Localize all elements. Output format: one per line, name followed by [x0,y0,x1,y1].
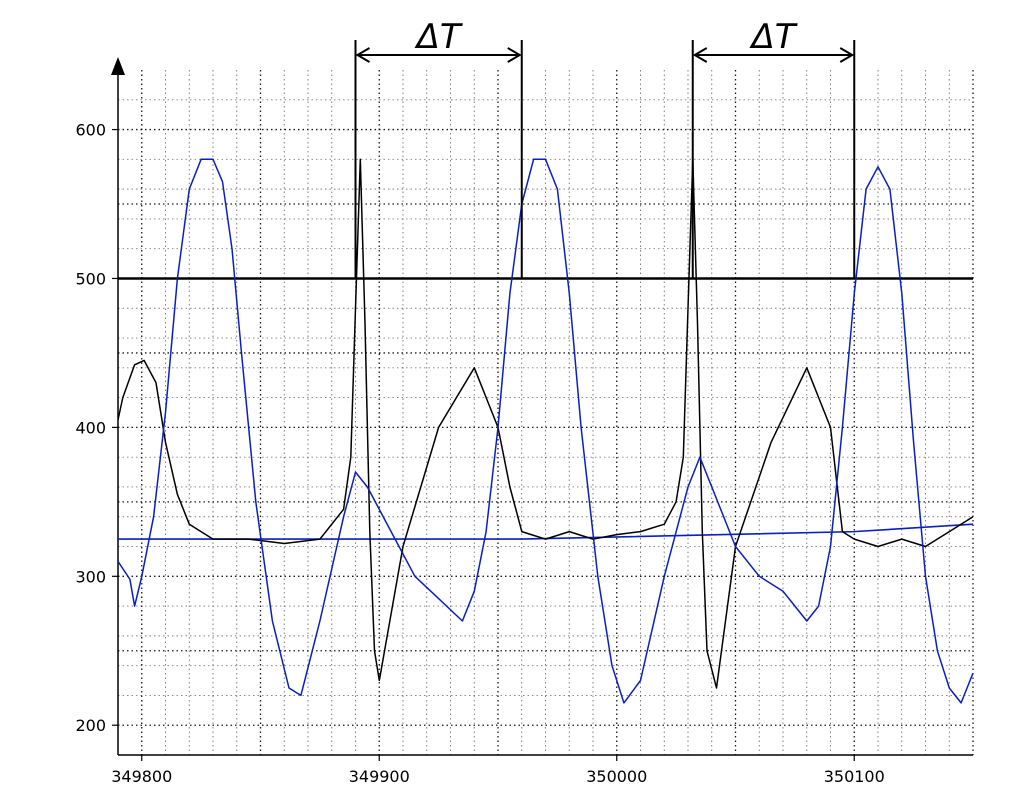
x-tick-label: 349800 [111,767,172,786]
baseline-line [118,523,973,540]
delta-t-annotation: ΔT [691,17,856,279]
x-tick-label: 350100 [824,767,885,786]
black-signal-line [118,158,973,689]
delta-t-annotation: ΔT [354,17,523,279]
delta-t-annotations: ΔT ΔT [354,17,856,279]
x-tick-label: 349900 [349,767,410,786]
y-axis-arrow-icon [111,57,125,75]
y-tick-label: 600 [75,121,106,140]
arrow-right-icon [507,47,522,63]
series-lines [118,158,973,704]
blue-baseline [118,523,973,540]
x-tick-label: 350000 [586,767,647,786]
arrow-right-icon [839,47,855,63]
blue-signal-line [118,158,973,704]
y-tick-label: 500 [75,269,106,288]
y-tick-label: 200 [75,716,106,735]
delta-t-label: ΔT [748,17,797,57]
grid [117,70,974,755]
y-tick-label: 300 [75,567,106,586]
arrow-left-icon [692,47,708,63]
y-tick-label: 400 [75,418,106,437]
axes [111,57,973,761]
tick-labels: 200 300 400 500 600 349800 349900 350000 350100 [75,121,884,786]
delta-t-label: ΔT [414,17,463,57]
arrow-left-icon [355,47,371,63]
